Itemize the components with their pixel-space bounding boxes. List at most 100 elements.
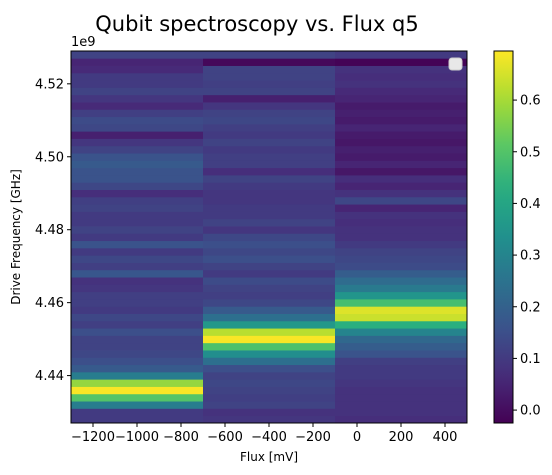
heatmap-cell xyxy=(335,218,468,227)
colorbar-tick-label: 0.6 xyxy=(520,94,541,109)
heatmap-cell xyxy=(335,313,468,322)
heatmap-cell xyxy=(203,401,336,409)
heatmap-cell xyxy=(203,211,336,220)
heatmap-cell xyxy=(203,277,336,285)
heatmap-cell xyxy=(203,109,336,118)
heatmap-cell xyxy=(71,313,204,322)
heatmap-cell xyxy=(335,145,468,154)
heatmap-cell xyxy=(71,109,204,118)
heatmap-cell xyxy=(203,262,336,271)
heatmap-cell xyxy=(71,386,204,395)
heatmap-cells xyxy=(71,51,468,424)
heatmap-cell xyxy=(335,94,468,103)
heatmap-cell xyxy=(203,240,336,249)
heatmap-cell xyxy=(203,116,336,125)
heatmap-cell xyxy=(335,211,468,220)
heatmap-cell xyxy=(335,335,468,344)
heatmap-cell xyxy=(71,233,204,242)
heatmap-cell xyxy=(335,408,468,417)
heatmap-cell xyxy=(203,80,336,88)
heatmap-cell xyxy=(335,109,468,118)
heatmap-cell xyxy=(335,189,468,198)
heatmap-cell xyxy=(335,175,468,183)
heatmap-cell xyxy=(335,160,468,169)
x-tick-label: −600 xyxy=(207,430,243,445)
heatmap-cell xyxy=(71,371,204,380)
heatmap-cell xyxy=(203,153,336,161)
heatmap-cell xyxy=(335,401,468,409)
colorbar-tick-label: 0.4 xyxy=(520,197,541,212)
heatmap-cell xyxy=(335,262,468,271)
heatmap-cell xyxy=(71,123,204,132)
heatmap-cell xyxy=(203,350,336,358)
heatmap-cell xyxy=(71,277,204,285)
heatmap-cell xyxy=(335,204,468,212)
heatmap-cell xyxy=(335,80,468,88)
heatmap-cell xyxy=(335,357,468,366)
x-tick-label: −1000 xyxy=(115,430,159,445)
heatmap-cell xyxy=(71,357,204,366)
heatmap-cell xyxy=(203,313,336,322)
heatmap-cell xyxy=(71,138,204,147)
heatmap-cell xyxy=(71,408,204,417)
y-tick-label: 4.52 xyxy=(35,77,64,92)
heatmap-cell xyxy=(203,328,336,336)
heatmap-cell xyxy=(335,277,468,285)
colorbar-tick-label: 0.1 xyxy=(520,352,541,367)
heatmap-cell xyxy=(71,415,204,424)
heatmap-cell xyxy=(203,233,336,242)
heatmap-cell xyxy=(335,306,468,314)
heatmap-cell xyxy=(203,408,336,417)
heatmap-cell xyxy=(203,160,336,169)
heatmap-cell xyxy=(335,350,468,358)
heatmap-cell xyxy=(203,65,336,74)
heatmap-cell xyxy=(71,247,204,256)
heatmap-cell xyxy=(71,218,204,227)
heatmap-cell xyxy=(335,138,468,147)
heatmap-cell xyxy=(71,284,204,293)
heatmap-cell xyxy=(71,87,204,96)
heatmap-cell xyxy=(71,145,204,154)
heatmap-cell xyxy=(203,189,336,198)
heatmap-cell xyxy=(203,247,336,256)
heatmap-cell xyxy=(71,153,204,161)
heatmap-cell xyxy=(203,138,336,147)
heatmap-cell xyxy=(71,204,204,212)
heatmap-cell xyxy=(203,299,336,307)
legend-box xyxy=(448,57,463,71)
heatmap-cell xyxy=(203,306,336,314)
heatmap-cell xyxy=(203,87,336,96)
heatmap-cell xyxy=(335,116,468,125)
heatmap-cell xyxy=(71,255,204,263)
heatmap-cell xyxy=(203,335,336,344)
heatmap-cell xyxy=(335,379,468,387)
heatmap-cell xyxy=(203,379,336,387)
heatmap-cell xyxy=(203,58,336,66)
heatmap-cell xyxy=(203,94,336,103)
heatmap-cell xyxy=(335,415,468,424)
heatmap-cell xyxy=(203,386,336,395)
heatmap-cell xyxy=(71,291,204,300)
colorbar-tick-label: 0.3 xyxy=(520,249,541,264)
heatmap-cell xyxy=(335,65,468,74)
heatmap-cell xyxy=(71,167,204,176)
colorbar-axis: 0.0 0.1 0.2 0.3 0.4 0.5 0.6 xyxy=(513,94,541,419)
heatmap-cell xyxy=(203,51,336,59)
heatmap-cell xyxy=(335,386,468,395)
heatmap-cell xyxy=(71,196,204,205)
heatmap-cell xyxy=(203,167,336,176)
heatmap-cell xyxy=(335,182,468,190)
y-tick-label: 4.44 xyxy=(35,369,64,384)
heatmap-cell xyxy=(335,255,468,263)
heatmap-cell xyxy=(71,131,204,139)
heatmap-cell xyxy=(203,415,336,424)
heatmap-cell xyxy=(335,371,468,380)
heatmap-cell xyxy=(335,240,468,249)
heatmap-cell xyxy=(203,218,336,227)
heatmap-cell xyxy=(203,145,336,154)
colorbar xyxy=(493,50,514,424)
heatmap-cell xyxy=(335,123,468,132)
chart-title: Qubit spectroscopy vs. Flux q5 xyxy=(95,12,418,36)
heatmap-cell xyxy=(335,72,468,81)
